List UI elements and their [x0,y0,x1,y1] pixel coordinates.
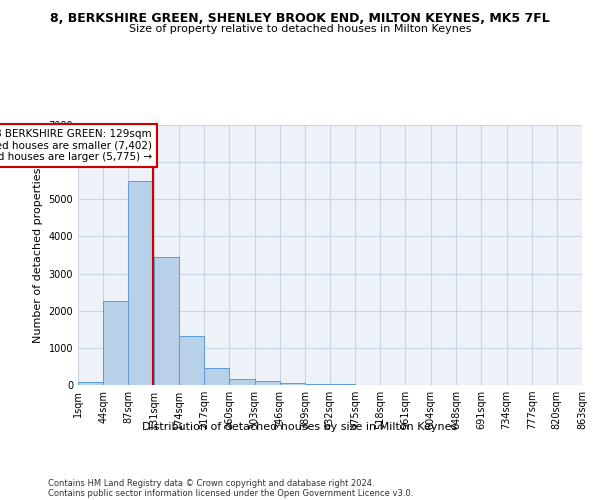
Bar [154,257,179,385]
Text: 8, BERKSHIRE GREEN, SHENLEY BROOK END, MILTON KEYNES, MK5 7FL: 8, BERKSHIRE GREEN, SHENLEY BROOK END, M… [50,12,550,26]
Text: Size of property relative to detached houses in Milton Keynes: Size of property relative to detached ho… [129,24,471,34]
Bar [103,300,128,385]
Bar [204,368,229,385]
Bar [78,382,103,385]
Text: Contains public sector information licensed under the Open Government Licence v3: Contains public sector information licen… [48,488,413,498]
Bar [179,336,204,385]
Bar [229,379,254,385]
Bar [330,384,355,385]
Bar [254,382,280,385]
Text: Distribution of detached houses by size in Milton Keynes: Distribution of detached houses by size … [142,422,458,432]
Bar [128,182,154,385]
Bar [280,382,305,385]
Text: Contains HM Land Registry data © Crown copyright and database right 2024.: Contains HM Land Registry data © Crown c… [48,478,374,488]
Y-axis label: Number of detached properties: Number of detached properties [33,168,43,342]
Text: 8 BERKSHIRE GREEN: 129sqm
← 56% of detached houses are smaller (7,402)
44% of se: 8 BERKSHIRE GREEN: 129sqm ← 56% of detac… [0,128,152,162]
Bar [305,384,330,385]
